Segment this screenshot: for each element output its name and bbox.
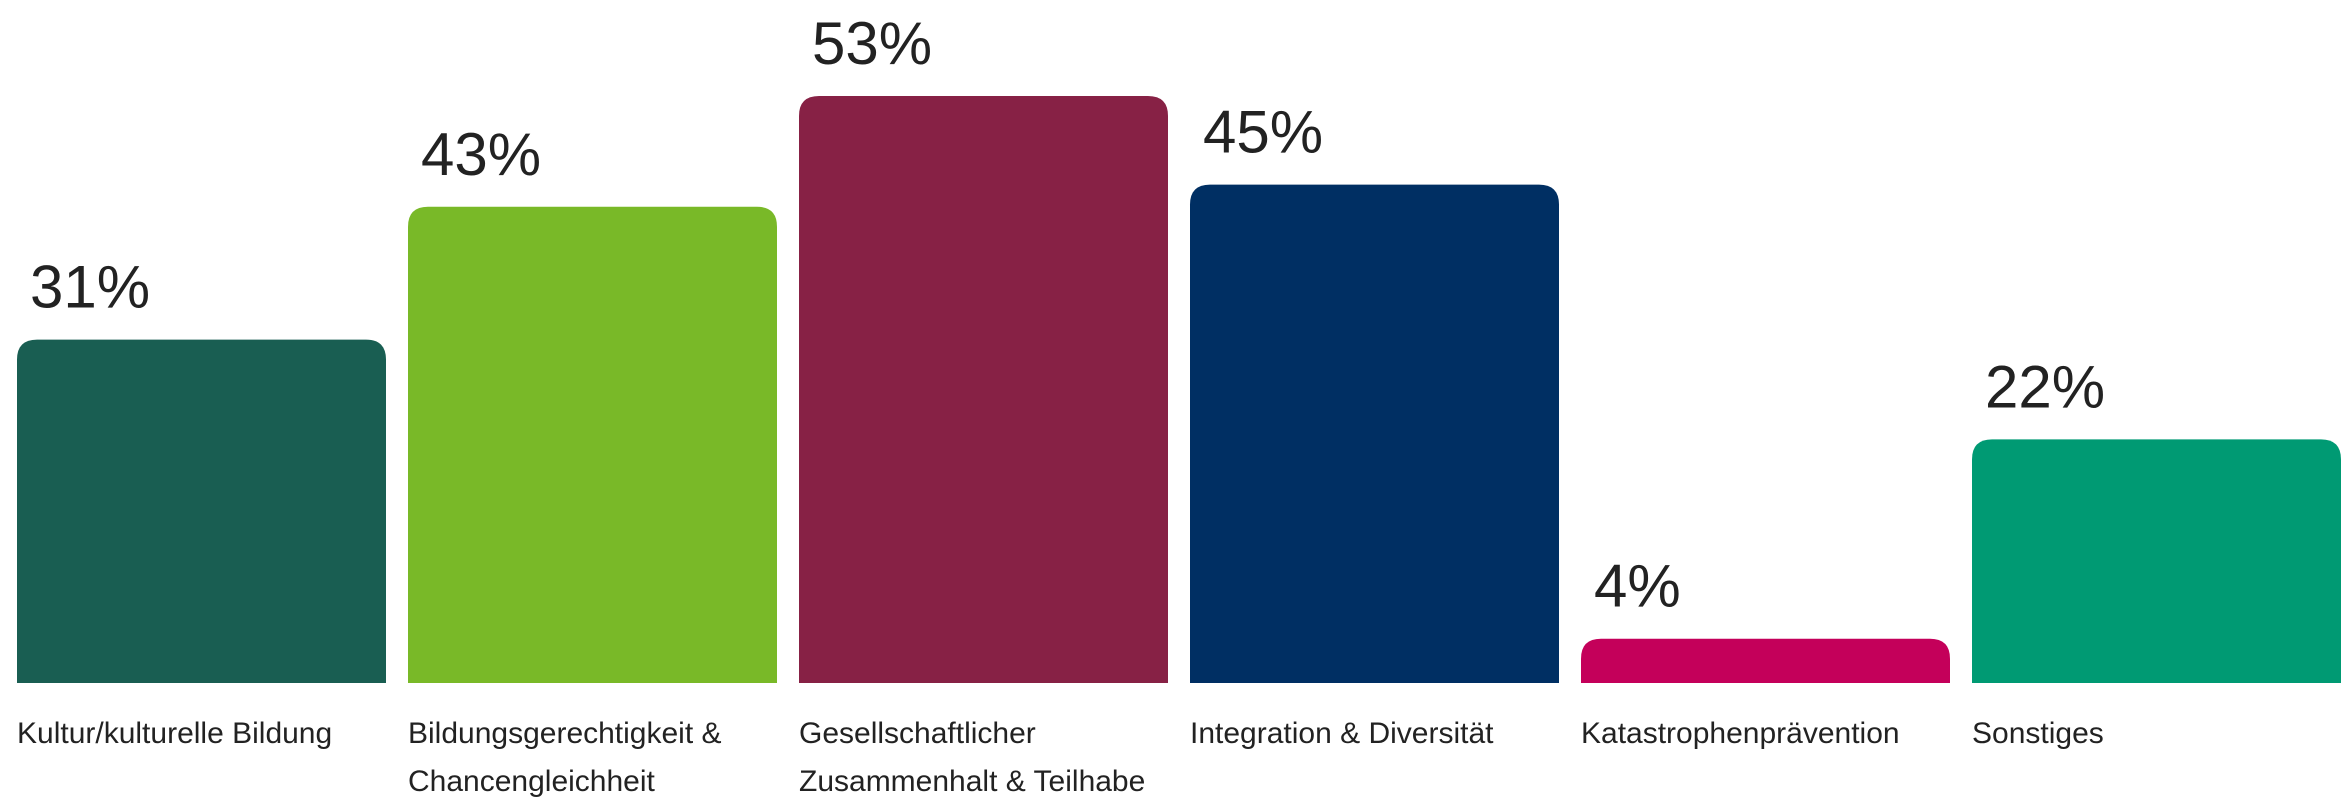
category-label-3-line-2: Zusammenhalt & Teilhabe <box>799 765 1145 798</box>
bar-2 <box>408 206 777 684</box>
category-label-6-line-1: Sonstiges <box>1972 717 2104 750</box>
value-label-3: 53% <box>812 10 932 77</box>
value-label-2: 43% <box>421 121 541 188</box>
value-label-4: 45% <box>1203 99 1323 166</box>
category-label-2-line-2: Chancengleichheit <box>408 765 656 798</box>
bar-6 <box>1972 439 2341 683</box>
category-label-2-line-1: Bildungsgerechtigkeit & <box>408 717 722 750</box>
bar-3 <box>799 96 1168 683</box>
value-label-5: 4% <box>1594 553 1681 620</box>
category-label-3-line-1: Gesellschaftlicher <box>799 717 1036 750</box>
value-label-6: 22% <box>1985 353 2105 420</box>
category-label-5-line-1: Katastrophenprävention <box>1581 717 1900 750</box>
value-label-1: 31% <box>30 254 150 321</box>
bar-1 <box>17 339 386 683</box>
category-label-1-line-1: Kultur/kulturelle Bildung <box>17 717 332 750</box>
category-label-4-line-1: Integration & Diversität <box>1190 717 1494 750</box>
bar-5 <box>1581 638 1950 683</box>
bar-4 <box>1190 184 1559 684</box>
